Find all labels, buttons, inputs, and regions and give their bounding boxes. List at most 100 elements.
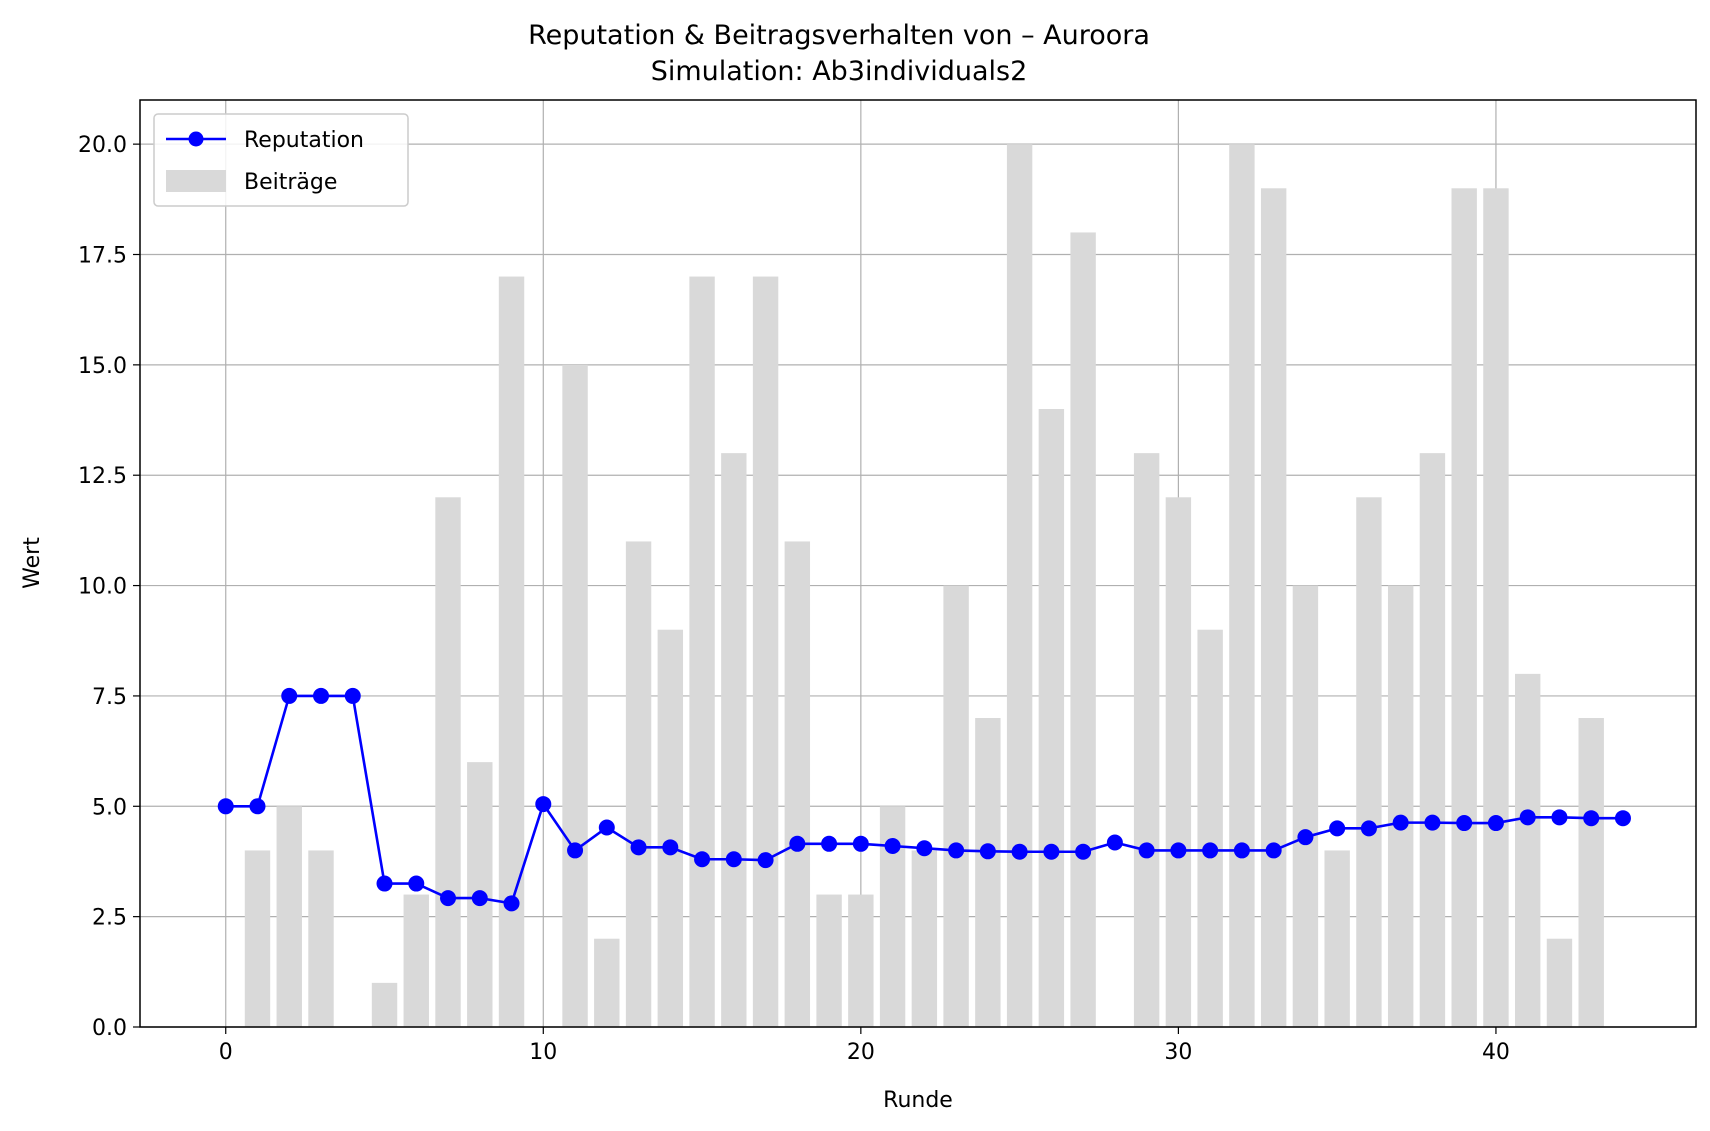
y-tick-label: 20.0 (78, 133, 127, 158)
bar-beitraege-20 (848, 894, 874, 1027)
reputation-point-31 (1202, 842, 1219, 859)
reputation-point-11 (567, 842, 584, 859)
bar-beitraege-38 (1419, 453, 1446, 1028)
bar-beitraege-18 (784, 541, 811, 1027)
bar-beitraege-14 (657, 629, 684, 1027)
reputation-point-23 (948, 842, 965, 859)
legend-label-reputation: Reputation (244, 128, 364, 153)
bar-beitraege-22 (911, 850, 938, 1027)
chart-title: Reputation & Beitragsverhalten von – Aur… (528, 20, 1150, 51)
line-series-reputation (217, 687, 1631, 912)
bar-beitraege-42 (1546, 938, 1573, 1027)
x-tick-label: 20 (847, 1040, 875, 1065)
bar-beitraege-6 (403, 894, 429, 1027)
bar-beitraege-41 (1514, 673, 1541, 1027)
bar-beitraege-31 (1197, 629, 1223, 1027)
y-axis-ticks: 0.0 2.5 5.0 7.5 10.0 12.5 15.0 17.5 20.0 (78, 133, 140, 1041)
reputation-point-2 (281, 687, 298, 704)
bar-beitraege-36 (1356, 497, 1382, 1027)
reputation-point-35 (1329, 820, 1346, 837)
plot-frame (139, 99, 1697, 1028)
bar-beitraege-13 (625, 541, 652, 1027)
bar-beitraege-24 (975, 718, 1001, 1027)
y-tick-label: 7.5 (92, 685, 127, 710)
bar-beitraege-17 (752, 276, 779, 1028)
reputation-point-0 (217, 798, 234, 815)
reputation-point-10 (535, 796, 552, 813)
bar-beitraege-16 (721, 453, 747, 1028)
reputation-point-32 (1233, 842, 1250, 859)
bar-beitraege-3 (308, 850, 334, 1027)
bar-beitraege-32 (1229, 144, 1255, 1028)
bar-beitraege-15 (689, 276, 715, 1028)
reputation-point-39 (1456, 815, 1473, 832)
bar-beitraege-25 (1006, 144, 1033, 1028)
bar-beitraege-39 (1451, 188, 1477, 1028)
y-tick-label: 10.0 (78, 575, 127, 600)
bar-beitraege-43 (1578, 718, 1604, 1027)
reputation-point-7 (440, 890, 457, 907)
reputation-point-42 (1551, 809, 1568, 826)
bar-beitraege-40 (1483, 188, 1509, 1028)
reputation-point-3 (313, 687, 330, 704)
reputation-point-36 (1360, 820, 1377, 837)
reputation-point-38 (1424, 814, 1441, 831)
x-axis-ticks: 0 10 20 30 40 (219, 1027, 1510, 1065)
reputation-point-40 (1487, 815, 1504, 832)
reputation-point-1 (249, 798, 266, 815)
reputation-point-33 (1265, 842, 1282, 859)
reputation-point-25 (1011, 843, 1028, 860)
bar-beitraege-26 (1038, 409, 1065, 1027)
x-axis-label: Runde (883, 1088, 953, 1113)
bar-beitraege-29 (1133, 453, 1160, 1028)
bar-beitraege-12 (594, 938, 620, 1027)
legend-marker-swatch (188, 131, 204, 147)
reputation-point-26 (1043, 843, 1060, 860)
bar-beitraege-11 (562, 364, 588, 1027)
reputation-point-20 (852, 835, 869, 852)
bar-beitraege-7 (435, 497, 461, 1027)
reputation-point-5 (376, 875, 393, 892)
reputation-point-19 (821, 835, 838, 852)
y-tick-label: 0.0 (92, 1016, 127, 1041)
reputation-point-16 (725, 851, 742, 868)
bar-beitraege-37 (1387, 585, 1414, 1027)
reputation-point-37 (1392, 814, 1409, 831)
reputation-point-21 (884, 838, 901, 855)
y-axis-label: Wert (20, 537, 45, 589)
reputation-point-22 (916, 840, 933, 857)
reputation-point-41 (1519, 809, 1536, 826)
reputation-point-8 (471, 890, 488, 907)
bar-beitraege-1 (244, 850, 271, 1027)
reputation-point-6 (408, 875, 425, 892)
bar-beitraege-30 (1165, 497, 1192, 1027)
reputation-point-12 (598, 819, 615, 836)
reputation-point-24 (979, 843, 996, 860)
y-tick-label: 15.0 (78, 354, 127, 379)
y-tick-label: 17.5 (78, 244, 127, 269)
reputation-point-15 (694, 851, 711, 868)
reputation-point-44 (1614, 810, 1631, 827)
x-tick-label: 0 (219, 1040, 233, 1065)
chart-subtitle: Simulation: Ab3individuals2 (651, 56, 1028, 87)
x-tick-label: 40 (1482, 1040, 1510, 1065)
bar-beitraege-19 (816, 894, 842, 1027)
legend: Reputation Beiträge (153, 113, 409, 207)
reputation-point-34 (1297, 829, 1314, 846)
reputation-point-13 (630, 839, 647, 856)
y-tick-label: 2.5 (92, 906, 127, 931)
x-tick-label: 10 (529, 1040, 557, 1065)
bar-beitraege-5 (371, 982, 398, 1027)
reputation-point-43 (1583, 810, 1600, 827)
reputation-point-17 (757, 852, 774, 869)
reputation-point-27 (1075, 843, 1092, 860)
y-tick-label: 12.5 (78, 464, 127, 489)
legend-bar-swatch (166, 170, 226, 192)
bar-beitraege-2 (276, 806, 302, 1027)
reputation-point-18 (789, 835, 806, 852)
reputation-point-4 (344, 687, 361, 704)
bar-beitraege-23 (943, 585, 969, 1027)
y-tick-label: 5.0 (92, 795, 127, 820)
reputation-point-30 (1170, 842, 1187, 859)
